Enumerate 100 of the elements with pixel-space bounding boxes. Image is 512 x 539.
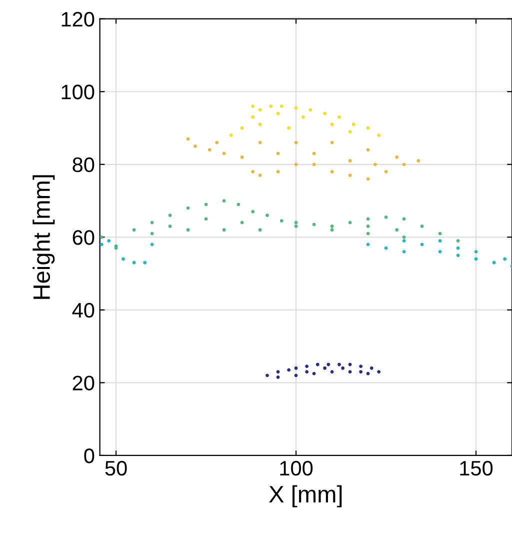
point bbox=[366, 224, 370, 228]
y-tick-label: 40 bbox=[72, 302, 94, 318]
point bbox=[348, 130, 352, 134]
y-tick-label: 0 bbox=[84, 448, 94, 464]
point bbox=[287, 126, 291, 130]
point bbox=[222, 228, 226, 232]
point bbox=[377, 370, 381, 374]
x-axis-title: X [mm] bbox=[269, 485, 342, 508]
y-axis-title: Height [mm] bbox=[32, 175, 55, 299]
point bbox=[194, 144, 197, 148]
point bbox=[384, 215, 388, 219]
point bbox=[230, 134, 233, 137]
point bbox=[330, 170, 334, 174]
point bbox=[305, 370, 309, 374]
point bbox=[395, 155, 399, 159]
point bbox=[294, 224, 298, 228]
point bbox=[492, 260, 496, 264]
point bbox=[474, 250, 478, 254]
point bbox=[236, 202, 240, 206]
x-tick-label: 50 bbox=[105, 460, 127, 476]
point bbox=[269, 104, 273, 108]
point bbox=[323, 366, 327, 370]
point bbox=[222, 199, 226, 202]
point bbox=[330, 122, 334, 126]
point bbox=[323, 112, 327, 116]
point bbox=[338, 115, 341, 119]
point bbox=[456, 254, 460, 258]
point bbox=[132, 228, 136, 232]
point bbox=[438, 250, 442, 254]
point bbox=[370, 366, 374, 370]
point bbox=[258, 108, 262, 112]
point bbox=[132, 260, 136, 264]
point bbox=[330, 224, 334, 228]
point bbox=[312, 162, 316, 166]
point bbox=[352, 122, 356, 126]
point bbox=[168, 214, 172, 218]
point bbox=[416, 159, 420, 162]
point bbox=[456, 239, 460, 242]
point bbox=[294, 162, 298, 166]
point bbox=[208, 148, 212, 152]
point bbox=[168, 224, 172, 228]
point bbox=[240, 220, 244, 224]
point bbox=[402, 250, 406, 254]
point bbox=[395, 228, 399, 232]
y-tick-label: 120 bbox=[62, 12, 94, 27]
point bbox=[251, 115, 255, 119]
point bbox=[215, 140, 219, 144]
point bbox=[276, 170, 280, 174]
point bbox=[276, 370, 280, 374]
point bbox=[377, 134, 381, 137]
point bbox=[251, 210, 255, 214]
point bbox=[503, 257, 506, 261]
point bbox=[316, 362, 320, 366]
point bbox=[150, 220, 154, 224]
point bbox=[276, 376, 280, 379]
point bbox=[107, 239, 111, 242]
point bbox=[359, 364, 363, 368]
point bbox=[258, 174, 262, 178]
point bbox=[204, 202, 208, 206]
point bbox=[338, 362, 341, 366]
x-tick-label: 100 bbox=[280, 460, 313, 476]
point bbox=[374, 162, 377, 166]
point bbox=[258, 122, 262, 126]
y-tick-label: 80 bbox=[72, 157, 94, 172]
y-tick-label: 20 bbox=[72, 376, 94, 390]
point bbox=[384, 170, 388, 174]
point bbox=[308, 108, 312, 112]
point bbox=[359, 370, 363, 374]
point bbox=[420, 224, 424, 228]
point bbox=[266, 214, 269, 218]
point bbox=[280, 104, 284, 108]
point bbox=[287, 368, 291, 372]
point bbox=[366, 148, 370, 152]
point bbox=[251, 104, 255, 108]
point bbox=[348, 174, 352, 178]
point bbox=[402, 239, 406, 242]
point bbox=[240, 155, 244, 159]
point bbox=[402, 162, 406, 166]
point bbox=[251, 170, 255, 174]
point bbox=[294, 366, 298, 370]
point bbox=[305, 364, 309, 368]
point bbox=[280, 219, 284, 222]
point bbox=[143, 260, 147, 264]
point bbox=[258, 228, 262, 232]
y-tick-label: 100 bbox=[62, 84, 94, 100]
point bbox=[348, 220, 352, 224]
point bbox=[348, 370, 352, 374]
point bbox=[266, 374, 269, 378]
point bbox=[302, 115, 305, 119]
point bbox=[438, 239, 442, 242]
point bbox=[122, 257, 125, 261]
point bbox=[330, 370, 334, 374]
x-tick-label: 150 bbox=[460, 460, 493, 476]
point bbox=[402, 235, 406, 239]
point bbox=[186, 228, 190, 232]
y-tick-label: 60 bbox=[72, 230, 94, 245]
point bbox=[294, 220, 298, 224]
point bbox=[330, 228, 334, 232]
point bbox=[348, 159, 352, 162]
point bbox=[341, 366, 345, 370]
